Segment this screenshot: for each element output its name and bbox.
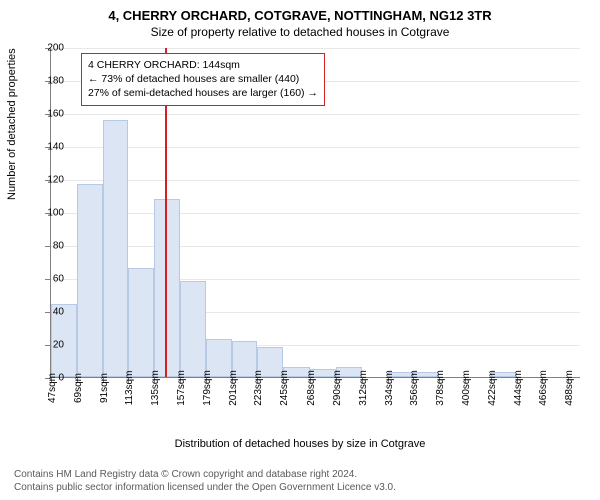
x-tick-label: 69sqm [73, 373, 84, 403]
histogram-bar [154, 199, 180, 377]
histogram-bar [180, 281, 206, 377]
x-tick-label: 113sqm [124, 371, 135, 406]
x-tick-label: 91sqm [99, 373, 110, 403]
title-address: 4, CHERRY ORCHARD, COTGRAVE, NOTTINGHAM,… [0, 0, 600, 23]
y-axis-label: Number of detached properties [6, 48, 18, 200]
x-tick-label: 290sqm [332, 370, 343, 406]
grid-line [51, 147, 580, 148]
grid-line [51, 213, 580, 214]
x-tick-label: 312sqm [358, 370, 369, 406]
annotation-box: 4 CHERRY ORCHARD: 144sqm ← 73% of detach… [81, 53, 325, 106]
histogram-bar [128, 268, 154, 377]
y-tick-label: 180 [34, 76, 64, 87]
y-tick-label: 40 [34, 307, 64, 318]
x-tick-label: 201sqm [228, 370, 239, 406]
title-subtitle: Size of property relative to detached ho… [0, 23, 600, 39]
x-tick-label: 268sqm [306, 370, 317, 406]
grid-line [51, 180, 580, 181]
x-tick-label: 378sqm [435, 370, 446, 406]
y-tick-label: 60 [34, 274, 64, 285]
x-tick-label: 356sqm [409, 370, 420, 406]
annotation-line2: ← 73% of detached houses are smaller (44… [88, 72, 318, 86]
x-axis-label: Distribution of detached houses by size … [0, 438, 600, 450]
y-tick-label: 80 [34, 241, 64, 252]
x-tick-label: 444sqm [513, 370, 524, 406]
histogram-bar [77, 184, 103, 377]
annotation-line3: 27% of semi-detached houses are larger (… [88, 86, 318, 100]
y-tick-label: 120 [34, 175, 64, 186]
y-tick-label: 0 [34, 373, 64, 384]
histogram-bar [103, 120, 129, 377]
x-tick-label: 223sqm [253, 370, 264, 406]
x-tick-label: 157sqm [176, 370, 187, 406]
x-tick-label: 466sqm [538, 370, 549, 406]
x-tick-label: 245sqm [279, 370, 290, 406]
footer-line1: Contains HM Land Registry data © Crown c… [14, 468, 396, 481]
grid-line [51, 246, 580, 247]
y-tick-label: 140 [34, 142, 64, 153]
y-tick-label: 100 [34, 208, 64, 219]
plot-area: 4 CHERRY ORCHARD: 144sqm ← 73% of detach… [50, 48, 580, 378]
x-tick-label: 422sqm [487, 370, 498, 406]
grid-line [51, 114, 580, 115]
x-tick-label: 400sqm [461, 370, 472, 406]
x-tick-label: 334sqm [384, 370, 395, 406]
y-tick-label: 20 [34, 340, 64, 351]
footer-line2: Contains public sector information licen… [14, 481, 396, 494]
x-tick-label: 179sqm [202, 370, 213, 406]
grid-line [51, 48, 580, 49]
y-tick-label: 160 [34, 109, 64, 120]
annotation-line1: 4 CHERRY ORCHARD: 144sqm [88, 58, 318, 72]
x-tick-label: 488sqm [564, 370, 575, 406]
footer-attribution: Contains HM Land Registry data © Crown c… [14, 468, 396, 494]
histogram-chart: 4 CHERRY ORCHARD: 144sqm ← 73% of detach… [50, 48, 580, 400]
x-tick-label: 135sqm [150, 370, 161, 406]
y-tick-label: 200 [34, 43, 64, 54]
